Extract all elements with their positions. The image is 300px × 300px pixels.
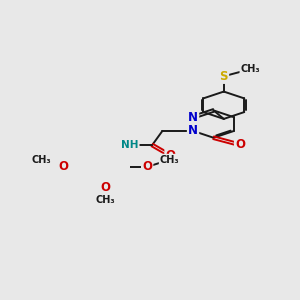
Text: N: N (188, 111, 198, 124)
Text: CH₃: CH₃ (160, 155, 179, 165)
Text: O: O (58, 160, 68, 173)
Text: CH₃: CH₃ (95, 195, 115, 206)
Text: O: O (235, 138, 245, 151)
Text: NH: NH (121, 140, 139, 150)
Text: N: N (188, 124, 198, 137)
Text: S: S (220, 70, 228, 83)
Text: CH₃: CH₃ (31, 155, 51, 165)
Text: O: O (100, 181, 110, 194)
Text: CH₃: CH₃ (241, 64, 260, 74)
Text: O: O (142, 160, 152, 173)
Text: O: O (166, 149, 176, 162)
